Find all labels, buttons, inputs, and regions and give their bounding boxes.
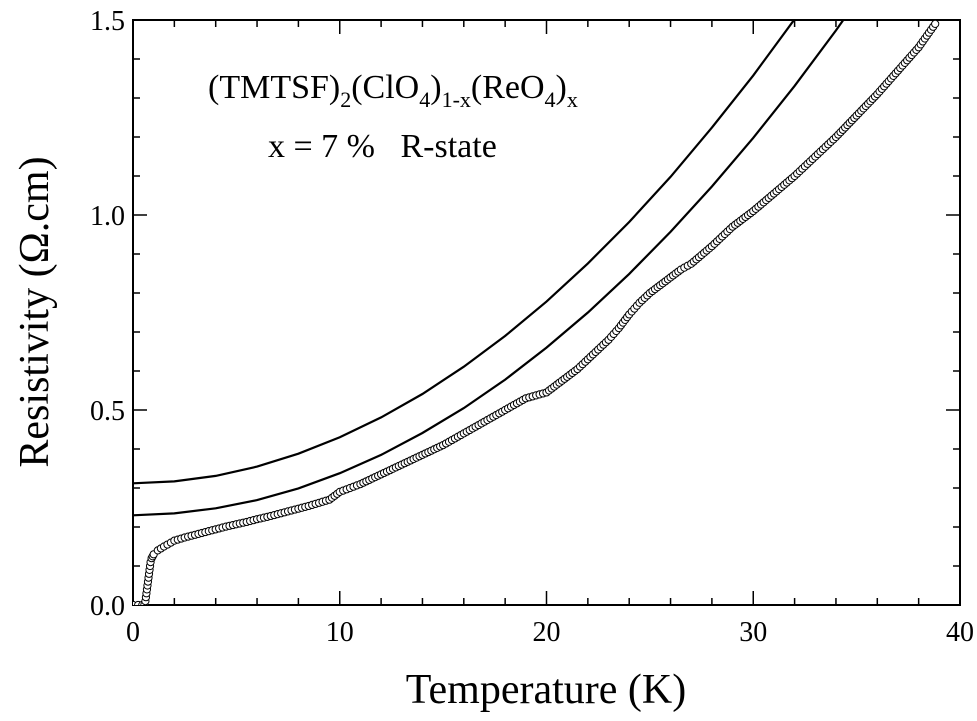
y-tick-label: 0.5 bbox=[90, 396, 125, 427]
compound-paren1: ) bbox=[430, 69, 441, 106]
y-tick-label: 1.0 bbox=[90, 201, 125, 232]
compound-sub-4b: 4 bbox=[545, 87, 556, 112]
x-tick-label: 20 bbox=[533, 617, 561, 648]
data-point bbox=[931, 20, 940, 28]
condition-annotation: x = 7 % R-state bbox=[268, 128, 497, 165]
compound-reo4: (ReO bbox=[471, 69, 545, 106]
x-tick-label: 40 bbox=[946, 617, 974, 648]
compound-base: (TMTSF) bbox=[208, 69, 340, 106]
x-tick-label: 10 bbox=[326, 617, 354, 648]
compound-sub-4a: 4 bbox=[419, 87, 430, 112]
compound-paren2: ) bbox=[556, 69, 567, 106]
x-tick-label: 0 bbox=[126, 617, 140, 648]
y-tick-label: 0.0 bbox=[90, 591, 125, 622]
y-tick-label: 1.5 bbox=[90, 6, 125, 37]
axis-ticks bbox=[132, 19, 961, 606]
y-axis-title: Resistivity (Ω.cm) bbox=[12, 156, 58, 467]
compound-sub-x: x bbox=[567, 87, 578, 112]
compound-sub-2: 2 bbox=[340, 87, 351, 112]
x-tick-label: 30 bbox=[739, 617, 767, 648]
compound-annotation: (TMTSF)2(ClO4)1-x(ReO4)x bbox=[208, 69, 578, 112]
axis-tick-labels: 0 10 20 30 40 0.0 0.5 1.0 1.5 bbox=[90, 6, 974, 648]
fit-curve-1 bbox=[133, 20, 796, 485]
series-layer bbox=[133, 20, 940, 605]
compound-clo4: (ClO bbox=[351, 69, 419, 106]
x-axis-title: Temperature (K) bbox=[406, 667, 686, 713]
compound-sub-1mx: 1-x bbox=[442, 87, 471, 112]
fit-curve-2 bbox=[133, 20, 845, 517]
